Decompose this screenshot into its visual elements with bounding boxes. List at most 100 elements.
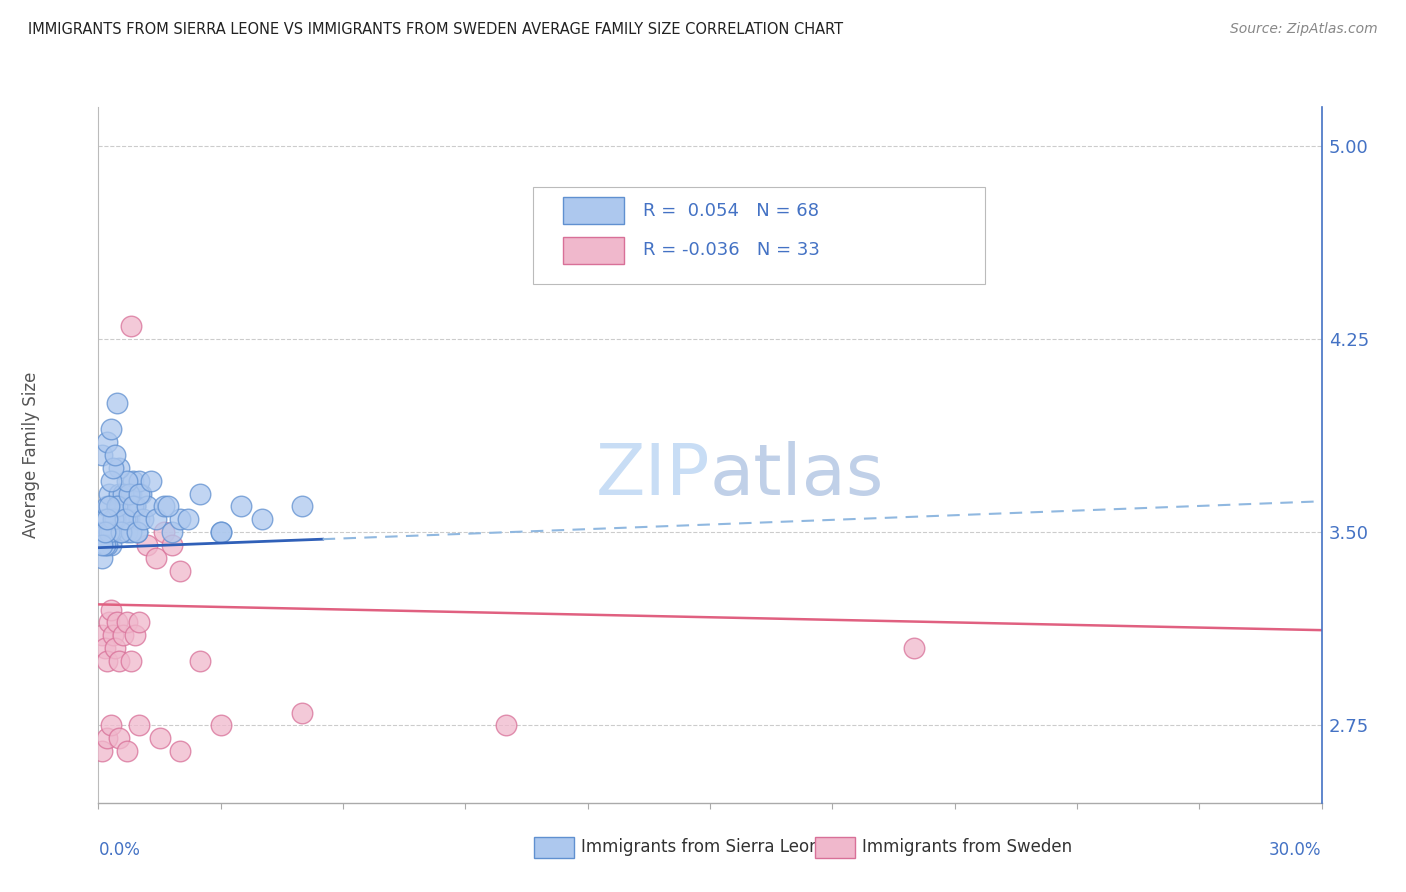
Point bbox=[100, 474, 122, 488]
Point bbox=[209, 525, 232, 540]
Point bbox=[97, 615, 120, 630]
Point bbox=[97, 500, 120, 514]
Point bbox=[127, 525, 149, 540]
Point bbox=[188, 486, 212, 500]
Point bbox=[91, 525, 114, 540]
Text: R =  0.054   N = 68: R = 0.054 N = 68 bbox=[643, 202, 818, 219]
Point bbox=[104, 512, 127, 526]
Point bbox=[104, 512, 127, 526]
Point bbox=[108, 460, 131, 475]
Point bbox=[91, 538, 114, 552]
Point bbox=[124, 628, 146, 642]
Point bbox=[105, 615, 128, 630]
Point bbox=[169, 564, 191, 578]
Point bbox=[101, 460, 124, 475]
Point bbox=[145, 551, 167, 566]
Point bbox=[91, 551, 114, 566]
Point bbox=[903, 641, 925, 656]
Point bbox=[93, 525, 115, 540]
Point bbox=[96, 731, 118, 746]
Text: 30.0%: 30.0% bbox=[1270, 841, 1322, 859]
Point bbox=[122, 500, 145, 514]
Point bbox=[91, 628, 114, 642]
Point bbox=[105, 396, 128, 410]
Point bbox=[110, 525, 132, 540]
Point bbox=[152, 525, 174, 540]
Point bbox=[100, 602, 122, 616]
Point bbox=[136, 500, 159, 514]
Point bbox=[97, 525, 120, 540]
Text: Average Family Size: Average Family Size bbox=[22, 372, 41, 538]
Point bbox=[149, 731, 172, 746]
Point bbox=[291, 500, 314, 514]
Point bbox=[141, 474, 163, 488]
Point bbox=[124, 500, 146, 514]
Point bbox=[101, 628, 124, 642]
Point bbox=[177, 512, 200, 526]
Point bbox=[128, 615, 150, 630]
Point bbox=[128, 474, 150, 488]
Point bbox=[104, 448, 127, 462]
Point bbox=[105, 500, 128, 514]
Point bbox=[111, 512, 134, 526]
Point bbox=[100, 718, 122, 732]
Point bbox=[105, 500, 128, 514]
Point bbox=[231, 500, 253, 514]
Point bbox=[96, 654, 118, 668]
Point bbox=[128, 718, 150, 732]
Text: Source: ZipAtlas.com: Source: ZipAtlas.com bbox=[1230, 22, 1378, 37]
Point bbox=[104, 641, 127, 656]
Point bbox=[96, 500, 118, 514]
Point bbox=[93, 512, 115, 526]
Point bbox=[100, 538, 122, 552]
Point bbox=[136, 538, 159, 552]
Point bbox=[152, 500, 174, 514]
Point bbox=[96, 538, 118, 552]
Point bbox=[108, 731, 131, 746]
Point bbox=[250, 512, 273, 526]
Point bbox=[124, 500, 146, 514]
Point bbox=[115, 744, 138, 758]
Point bbox=[114, 500, 136, 514]
Point bbox=[97, 486, 120, 500]
Point bbox=[108, 654, 131, 668]
Point bbox=[118, 512, 141, 526]
Point bbox=[118, 486, 141, 500]
Point bbox=[129, 486, 152, 500]
Point bbox=[160, 525, 183, 540]
Text: IMMIGRANTS FROM SIERRA LEONE VS IMMIGRANTS FROM SWEDEN AVERAGE FAMILY SIZE CORRE: IMMIGRANTS FROM SIERRA LEONE VS IMMIGRAN… bbox=[28, 22, 844, 37]
Point bbox=[169, 744, 191, 758]
Point bbox=[111, 628, 134, 642]
Text: Immigrants from Sierra Leone: Immigrants from Sierra Leone bbox=[581, 838, 830, 856]
Point bbox=[291, 706, 314, 720]
Point bbox=[127, 525, 149, 540]
Point bbox=[101, 512, 124, 526]
Point bbox=[100, 525, 122, 540]
Point bbox=[128, 486, 150, 500]
Text: atlas: atlas bbox=[710, 442, 884, 510]
Point bbox=[120, 486, 142, 500]
Point bbox=[115, 615, 138, 630]
Point bbox=[120, 654, 142, 668]
Point bbox=[96, 435, 118, 450]
Point bbox=[111, 486, 134, 500]
Text: ZIP: ZIP bbox=[596, 442, 710, 510]
Point bbox=[93, 538, 115, 552]
Point bbox=[93, 641, 115, 656]
Point bbox=[209, 718, 232, 732]
Point bbox=[91, 744, 114, 758]
Point bbox=[128, 512, 150, 526]
Bar bbox=[564, 197, 624, 224]
Bar bbox=[564, 237, 624, 263]
FancyBboxPatch shape bbox=[533, 187, 986, 285]
Point bbox=[100, 422, 122, 436]
Point bbox=[495, 718, 517, 732]
Point bbox=[115, 525, 138, 540]
Point bbox=[160, 538, 183, 552]
Point bbox=[156, 500, 179, 514]
Point bbox=[122, 474, 145, 488]
Point bbox=[169, 512, 191, 526]
Point bbox=[101, 525, 124, 540]
Point bbox=[132, 512, 155, 526]
Point bbox=[108, 500, 131, 514]
